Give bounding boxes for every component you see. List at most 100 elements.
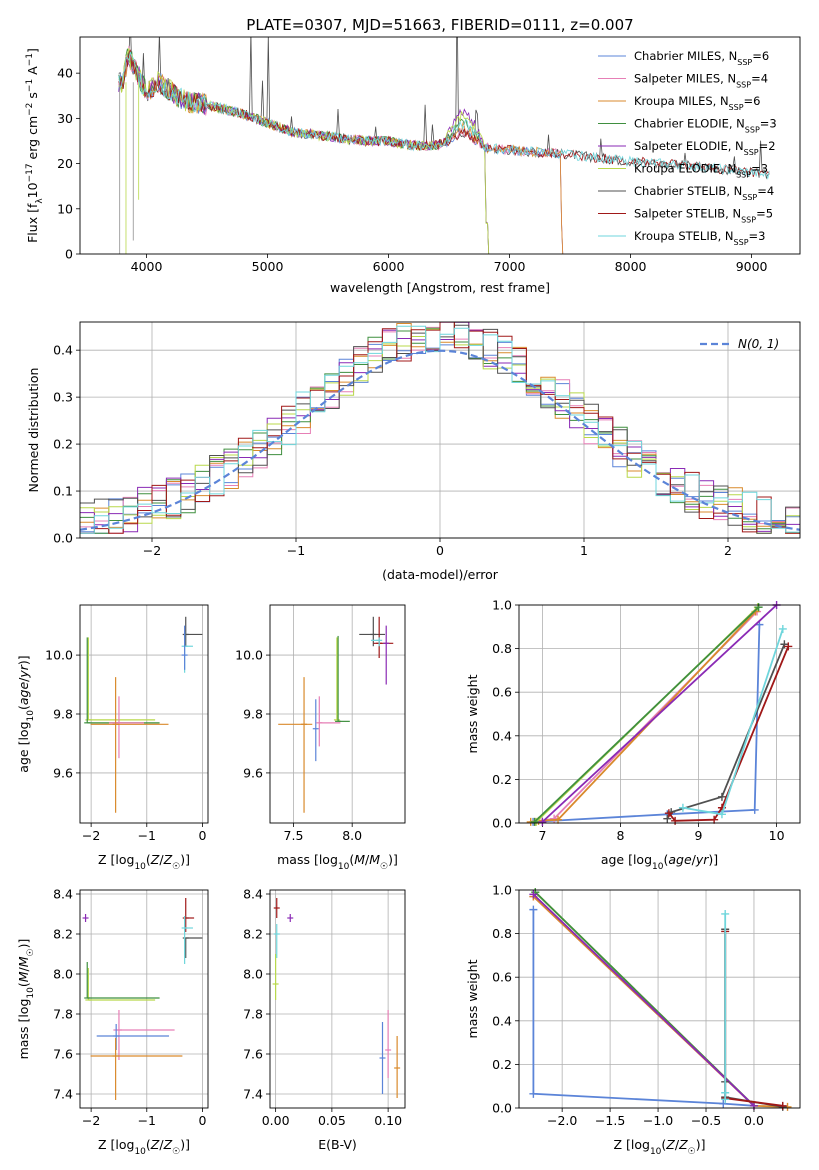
y-tick-label: 0.6 xyxy=(492,685,512,700)
weight_vs_age-panel: 7 8 9 10 0.0 0.2 0.4 0.6 0.8 1.0 age [log10(age/yr… xyxy=(465,598,801,872)
x-tick-label: 9 xyxy=(695,828,703,843)
weight-series xyxy=(533,606,760,823)
x-tick-label: −1 xyxy=(138,1113,156,1128)
y-tick-label: 7.8 xyxy=(53,1007,73,1022)
y-tick-label: 0.2 xyxy=(53,437,73,452)
x-tick-label: −1 xyxy=(138,828,156,843)
x-tick-label: 0.00 xyxy=(262,1113,290,1128)
figure-title: PLATE=0307, MJD=51663, FIBERID=0111, z=0… xyxy=(246,16,633,34)
x-axis-label: Z [log10(Z/Z☉)] xyxy=(98,852,190,872)
y-axis-label: mass [log10(M/M☉)] xyxy=(16,939,36,1060)
x-tick-label: 2 xyxy=(724,543,732,558)
spectrum-line xyxy=(118,51,770,180)
y-tick-label: 0.2 xyxy=(492,1057,512,1072)
y-tick-label: 10 xyxy=(57,201,73,216)
x-tick-label: 8000 xyxy=(615,259,647,274)
x-tick-label: 9000 xyxy=(736,259,768,274)
x-axis-label: Z [log10(Z/Z☉)] xyxy=(98,1137,190,1157)
weight-marker xyxy=(530,817,539,826)
legend-label: Kroupa STELIB, NSSP=3 xyxy=(634,229,765,247)
y-tick-label: 8.4 xyxy=(53,887,73,902)
y-tick-label: 7.6 xyxy=(243,1047,263,1062)
y-tick-label: 0.4 xyxy=(492,1013,512,1028)
x-tick-label: 10 xyxy=(769,828,785,843)
residual-legend: N(0, 1) xyxy=(700,337,779,351)
y-tick-label: 20 xyxy=(57,156,73,171)
x-tick-label: 7.5 xyxy=(284,828,304,843)
weight-marker xyxy=(678,803,687,812)
axes-frame xyxy=(518,889,801,1109)
y-tick-label: 9.8 xyxy=(53,707,73,722)
y-tick-label: 8.2 xyxy=(243,927,263,942)
weight-marker xyxy=(710,815,719,824)
y-tick-label: 8.2 xyxy=(53,927,73,942)
weight-marker xyxy=(719,1099,728,1108)
y-tick-label: 0.0 xyxy=(492,1101,512,1116)
y-tick-label: 30 xyxy=(57,111,73,126)
y-tick-label: 7.4 xyxy=(53,1087,73,1102)
y-tick-label: 0.6 xyxy=(492,970,512,985)
y-tick-label: 9.6 xyxy=(53,765,73,780)
residuals-panel: −2 −1 0 1 2 0.0 0.1 0.2 0.3 0.4 (data-model)/error… xyxy=(26,321,801,582)
mass_vs_Z-panel: −2 −1 0 7.4 7.6 7.8 8.0 8.2 8.4 Z [log10(Z/Z☉)] ma… xyxy=(16,887,209,1157)
legend-label: Chabrier ELODIE, NSSP=3 xyxy=(634,117,777,135)
weight-marker xyxy=(721,1095,730,1104)
weight-series xyxy=(532,893,755,1107)
y-tick-label: 0.4 xyxy=(492,728,512,743)
x-tick-label: 0.10 xyxy=(374,1113,402,1128)
x-axis-label: age [log10(age/yr)] xyxy=(601,852,718,872)
y-axis-label: Normed distribution xyxy=(26,368,41,493)
y-tick-label: 0.0 xyxy=(492,816,512,831)
normal-curve xyxy=(80,349,800,531)
x-tick-label: 7000 xyxy=(494,259,526,274)
histogram-step xyxy=(80,325,800,534)
legend-label: Salpeter MILES, NSSP=4 xyxy=(634,72,768,90)
mass_vs_EBV-panel: 0.00 0.05 0.10 7.4 7.6 7.8 8.0 8.2 8.4 E(B-V) xyxy=(243,887,406,1152)
x-axis-label: E(B-V) xyxy=(318,1137,357,1152)
y-tick-label: 7.8 xyxy=(243,1007,263,1022)
x-tick-label: 4000 xyxy=(131,259,163,274)
x-axis-label: Z [log10(Z/Z☉)] xyxy=(613,1137,705,1157)
age_vs_Z-panel: −2 −1 0 9.6 9.8 10.0 Z [log10(Z/Z☉)] age [log10… xyxy=(16,604,209,872)
y-tick-label: 0 xyxy=(65,247,73,262)
y-tick-label: 0.3 xyxy=(53,390,73,405)
legend-label: Kroupa ELODIE, NSSP=3 xyxy=(634,162,768,180)
weight-marker xyxy=(554,815,563,824)
legend-label: N(0, 1) xyxy=(738,337,779,351)
x-tick-label: 5000 xyxy=(252,259,284,274)
weight-series xyxy=(666,643,786,820)
y-tick-label: 10.0 xyxy=(45,648,73,663)
weight-series xyxy=(532,909,755,1107)
weight-series xyxy=(541,605,778,823)
x-tick-label: 1 xyxy=(580,543,588,558)
axes-frame xyxy=(518,604,801,824)
y-tick-label: 9.8 xyxy=(243,707,263,722)
x-tick-label: 0 xyxy=(436,543,444,558)
axes-frame xyxy=(79,889,209,1109)
y-tick-label: 40 xyxy=(57,66,73,81)
x-tick-label: 0 xyxy=(198,1113,206,1128)
y-tick-label: 0.2 xyxy=(492,772,512,787)
spectrum-legend: Chabrier MILES, NSSP=6 Salpeter MILES, NS… xyxy=(598,49,777,247)
axes-frame xyxy=(79,321,801,539)
x-tick-label: −1 xyxy=(287,543,305,558)
y-tick-label: 0.0 xyxy=(53,531,73,546)
weight-marker xyxy=(664,809,673,818)
x-tick-label: −0.5 xyxy=(691,1113,721,1128)
x-tick-label: 8 xyxy=(616,828,624,843)
y-axis-label: Flux [fλ10−17 erg cm−2 s−1 A−1] xyxy=(25,48,45,243)
y-tick-label: 8.0 xyxy=(243,967,263,982)
weight-series xyxy=(682,628,784,816)
y-tick-label: 0.1 xyxy=(53,484,73,499)
x-axis-label: (data-model)/error xyxy=(382,567,499,582)
weight-marker xyxy=(784,642,793,651)
weight_vs_Z-panel: −2.0 −1.5 −1.0 −0.5 0.0 0.0 0.2 0.4 0.6 0.8 1.0 Z [… xyxy=(465,883,801,1157)
y-axis-label: age [log10(age/yr)] xyxy=(16,655,36,772)
y-tick-label: 1.0 xyxy=(492,598,512,613)
y-tick-label: 8.4 xyxy=(243,887,263,902)
x-tick-label: 0.05 xyxy=(318,1113,346,1128)
weight-marker xyxy=(663,814,672,823)
x-tick-label: −1.5 xyxy=(595,1113,625,1128)
x-tick-label: −2.0 xyxy=(547,1113,577,1128)
